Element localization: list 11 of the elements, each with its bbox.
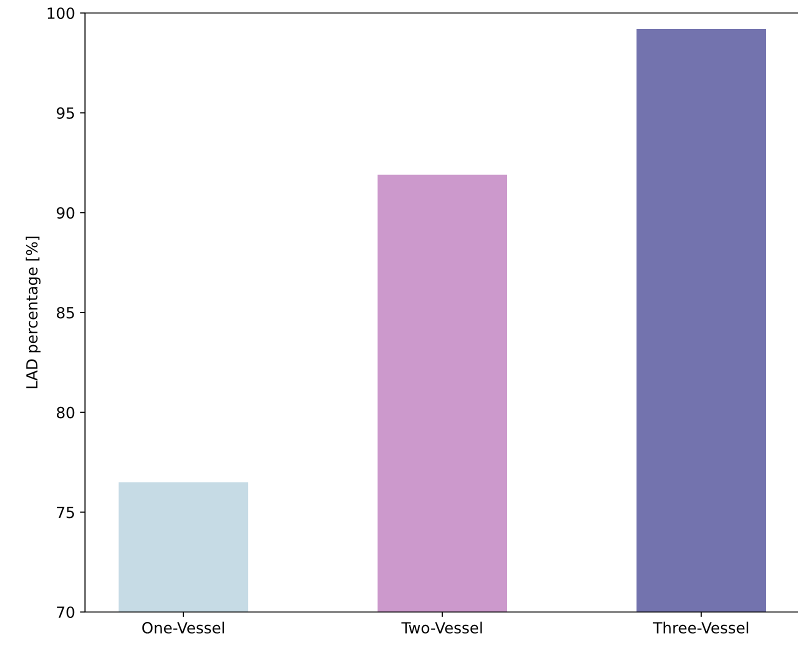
y-tick-label: 95 <box>56 107 74 119</box>
y-tick-label: 70 <box>57 606 74 618</box>
y-tick-label: 85 <box>56 306 74 319</box>
x-tick-label: Three-Vessel <box>652 622 748 634</box>
y-tick-label: 90 <box>56 207 74 219</box>
x-tick-label: One-Vessel <box>142 622 224 634</box>
y-tick-label: 80 <box>56 406 74 418</box>
y-axis-title: LAD percentage [%] <box>26 236 41 388</box>
y-tick-label: 75 <box>57 506 74 518</box>
x-tick-label: Two-Vessel <box>401 622 482 634</box>
y-tick-label: 100 <box>48 7 74 20</box>
